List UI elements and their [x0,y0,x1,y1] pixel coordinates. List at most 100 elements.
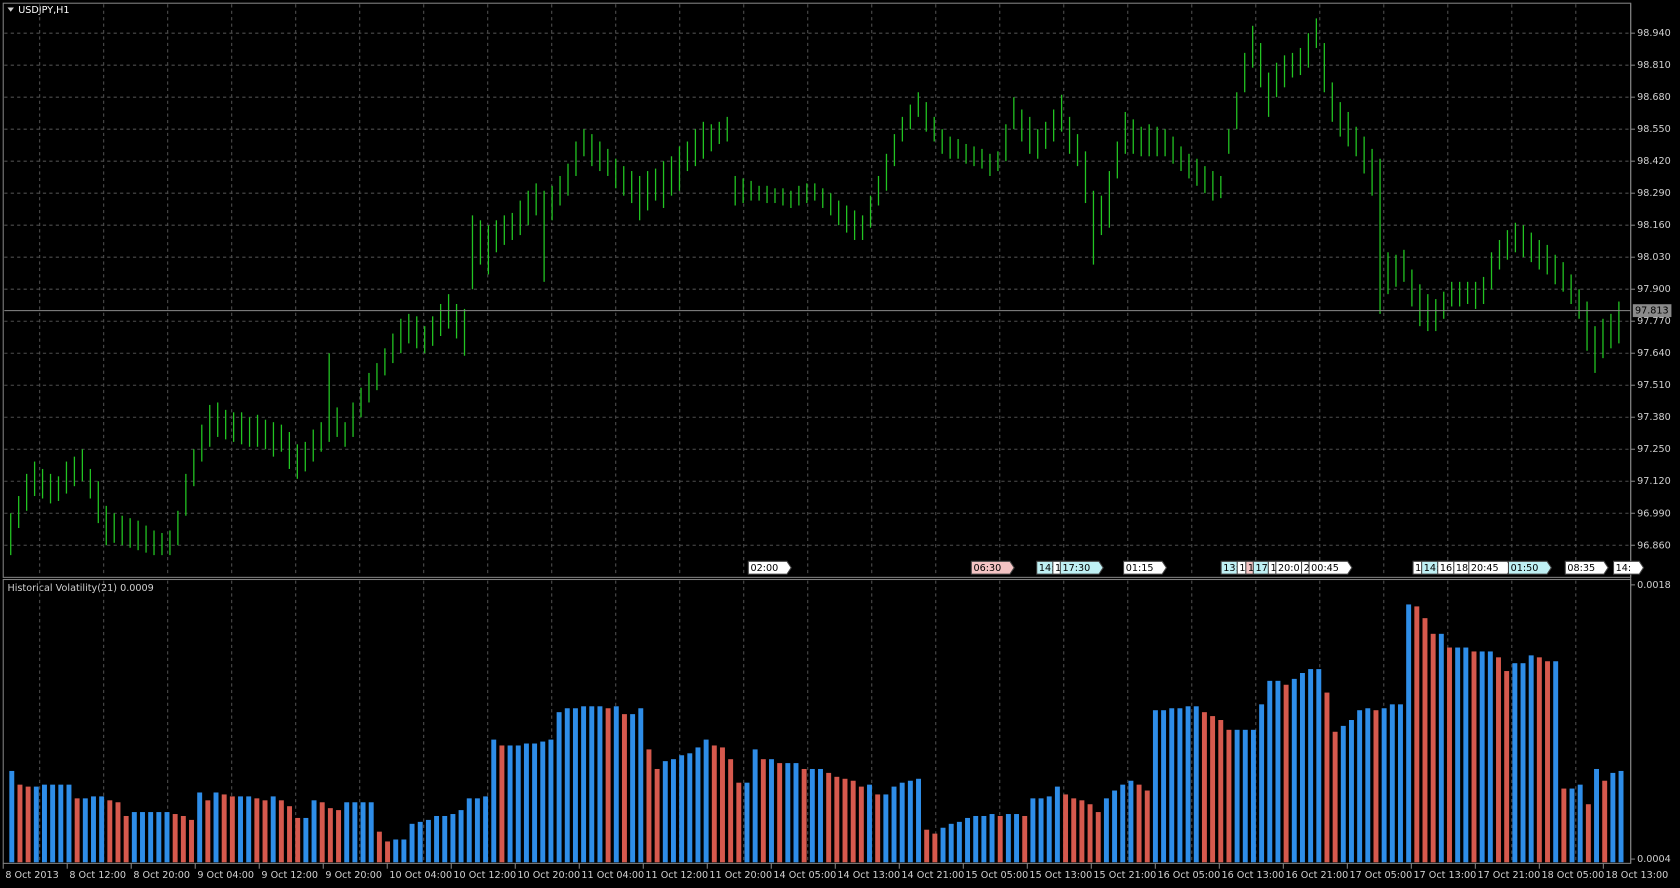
volatility-bar [777,763,783,863]
volatility-bar [213,792,219,863]
event-label: 20:0 [1278,563,1300,574]
volatility-bar [1193,706,1199,863]
volatility-bar [1095,812,1101,863]
volatility-bar [883,794,889,863]
volatility-bar [785,763,791,863]
volatility-bar [189,819,194,863]
volatility-bar [875,794,881,863]
volatility-bar [891,786,897,863]
y-tick-label: 97.250 [1637,444,1671,455]
volatility-bar [385,841,391,863]
event-label: 1 [1239,563,1245,574]
volatility-bar [1071,798,1077,863]
volatility-bar [956,821,962,863]
volatility-bar [1038,798,1044,863]
volatility-bar [434,815,440,863]
volatility-bar [1112,790,1118,863]
event-label: 17:30 [1062,563,1090,574]
volatility-bar [1618,770,1624,863]
volatility-bar [1128,780,1134,863]
volatility-bar [1406,604,1412,863]
volatility-bar [58,784,64,863]
x-tick-label: 18 Oct 13:00 [1605,870,1668,881]
volatility-bar [1283,684,1289,863]
volatility-bar [834,776,840,863]
volatility-bar [646,749,652,863]
volatility-bar [621,714,627,863]
volatility-bar [1144,790,1150,863]
volatility-bar [981,815,987,863]
volatility-bar [572,708,578,863]
event-label: 01:50 [1511,563,1539,574]
volatility-bar [720,747,725,863]
volatility-bar [1545,661,1550,863]
volatility-bar [262,800,268,863]
volatility-bar [1259,704,1265,863]
event-label: 16: [1440,563,1456,574]
event-label: 1 [1055,563,1061,574]
volatility-bar [246,796,252,863]
volatility-bar [1210,716,1216,863]
volatility-bar [1602,780,1608,863]
y-tick-label: 96.860 [1637,540,1671,551]
x-tick-label: 8 Oct 2013 [5,870,58,881]
x-tick-label: 17 Oct 13:00 [1413,870,1476,881]
chart-title: USDJPY,H1 [18,5,69,16]
y-tick-label: 98.290 [1637,188,1671,199]
volatility-bar [50,784,56,863]
volatility-bar [1528,655,1534,863]
volatility-bar [425,819,431,863]
y-tick-label: 98.680 [1637,92,1671,103]
event-label: 02:00 [750,563,778,574]
volatility-bar [654,768,660,863]
volatility-bar [1063,794,1069,863]
volatility-bar [327,808,333,863]
volatility-bar [924,829,930,863]
volatility-bar [140,812,145,863]
volatility-bar [687,753,693,863]
x-tick-label: 17 Oct 05:00 [1349,870,1412,881]
volatility-bar [1136,784,1142,863]
volatility-bar [916,778,921,863]
volatility-bar [1332,731,1338,863]
volatility-bar [1226,729,1232,863]
volatility-bar [1496,657,1501,863]
volatility-bar [360,802,366,863]
x-tick-label: 16 Oct 21:00 [1285,870,1348,881]
volatility-bar [1005,814,1011,863]
menu-arrow[interactable] [7,7,14,12]
volatility-bar [907,780,913,863]
volatility-bar [1324,692,1330,863]
volatility-bar [1479,651,1485,863]
volatility-bar [997,815,1003,863]
volatility-bar [818,768,823,863]
x-tick-label: 10 Oct 20:00 [517,870,580,881]
volatility-bar [42,784,47,863]
volatility-bar [1414,606,1420,863]
volatility-bar [1610,772,1616,863]
event-label: 14: [1424,563,1440,574]
volatility-bar [507,745,513,863]
indicator-title: Historical Volatility(21) 0.0009 [8,583,154,594]
volatility-bar [1340,725,1346,863]
volatility-bar [1389,704,1395,863]
volatility-bar [254,798,260,863]
volatility-bar [1585,804,1591,863]
volatility-bar [1365,708,1371,863]
last-price-box [1632,304,1672,318]
volatility-bar [842,778,848,863]
volatility-bar [826,772,832,863]
volatility-bar [270,796,276,863]
event-label: 14: [1616,563,1632,574]
last-price-label: 97.813 [1635,306,1669,317]
event-label: 13: [1223,563,1239,574]
volatility-bar [1161,710,1167,863]
volatility-bar [1577,784,1583,863]
volatility-bar [1487,651,1493,863]
volatility-bar [303,817,309,863]
volatility-bar [630,714,636,863]
volatility-bar [1275,680,1281,863]
volatility-bar [809,768,815,863]
volatility-bar [393,839,399,863]
